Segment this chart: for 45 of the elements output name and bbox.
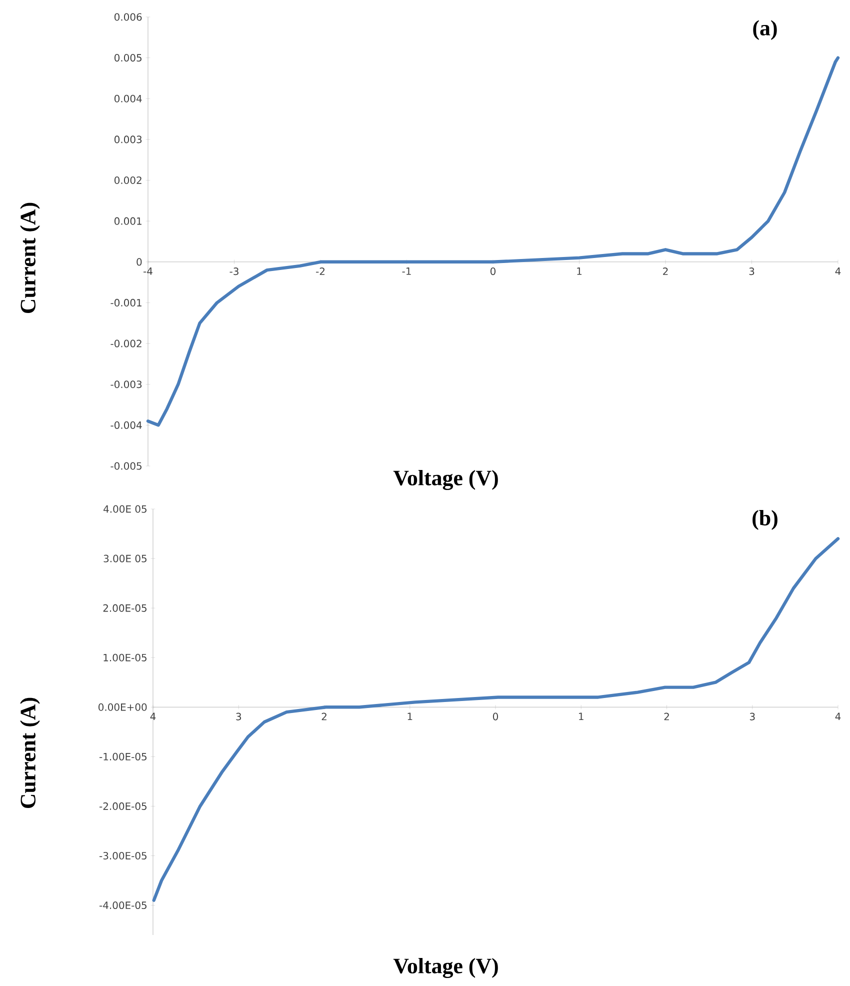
x-tick-label: -1 [402,268,411,275]
x-axis-title: Voltage (V) [393,958,498,978]
x-tick-label: 0 [492,712,498,720]
chart-title: (a) [753,20,777,40]
x-tick-label: 4 [150,712,156,720]
x-tick-label: 2 [663,268,668,275]
y-tick-label: 0.004 [114,94,142,102]
x-tick-label: 4 [835,712,841,720]
y-tick-label: 0.001 [114,217,142,225]
x-tick-label: 4 [835,268,841,275]
x-axis-title: Voltage (V) [393,470,498,490]
y-tick-label: 0.00E+00 [98,703,147,711]
y-tick-label: 0.005 [114,54,142,62]
y-axis-title: Current (A) [20,202,40,314]
y-tick-label: -0.005 [110,462,142,470]
x-tick-label: -4 [144,268,152,275]
chart-title: (b) [752,510,778,530]
y-tick-label: 0 [136,258,142,266]
x-tick-label: 3 [750,712,755,720]
y-tick-label: -0.002 [110,340,142,348]
x-tick-label: 2 [664,712,669,720]
x-tick-label: -2 [316,268,324,275]
y-tick-label: -2.00E-05 [99,802,146,810]
x-tick-label: 1 [579,712,584,720]
x-tick-label: 1 [408,712,412,720]
y-tick-label: -0.001 [110,298,142,306]
y-tick-label: -3.00E-05 [99,852,146,860]
x-tick-label: -3 [230,268,238,276]
y-tick-label: 0.002 [114,176,142,184]
y-tick-label: 0.003 [114,136,142,144]
x-tick-label: 3 [749,268,754,276]
y-tick-label: 4.00E 05 [104,505,146,513]
x-tick-label: 1 [577,268,582,275]
y-tick-label: 1.00E-05 [104,654,146,662]
x-tick-label: 2 [322,712,326,720]
y-axis-title: Current (A) [20,698,40,808]
y-tick-label: 2.00E-05 [103,604,146,612]
y-tick-label: -1.00E-05 [99,752,146,760]
y-tick-label: 0.006 [114,13,142,21]
x-tick-label: 0 [490,268,496,276]
y-tick-label: -4.00E-05 [99,901,146,910]
y-tick-label: -0.004 [110,421,142,429]
y-tick-label: 3.00E 05 [104,554,146,562]
y-tick-label: -0.003 [110,380,142,388]
x-tick-label: 3 [236,712,241,720]
